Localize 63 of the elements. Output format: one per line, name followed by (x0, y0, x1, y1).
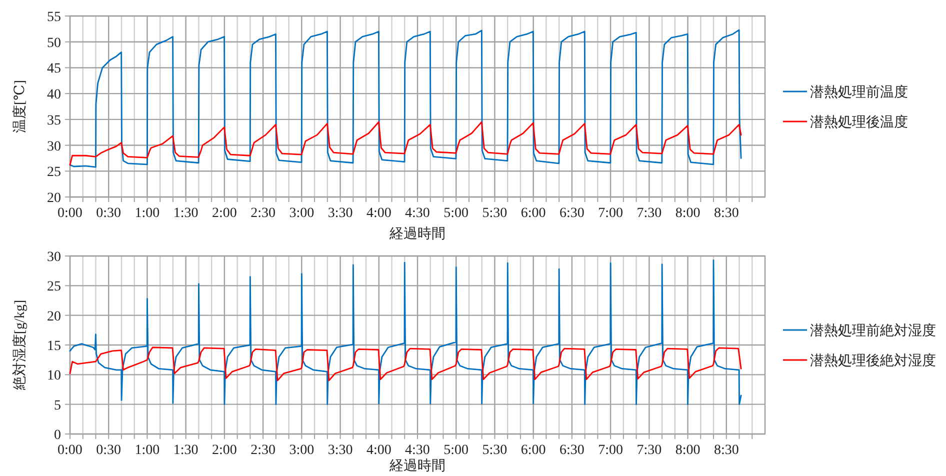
x-tick-label: 4:00 (366, 443, 392, 458)
x-tick-label: 1:00 (134, 206, 160, 221)
y-tick-label: 45 (47, 62, 61, 77)
y-tick-label: 10 (47, 368, 61, 384)
x-tick-label: 1:30 (173, 443, 198, 458)
legend-label: 潜熱処理後絶対湿度 (810, 353, 936, 369)
line-series (69, 346, 742, 382)
x-tick-label: 6:00 (520, 206, 546, 221)
y-tick-label: 40 (47, 88, 61, 103)
x-tick-label: 2:00 (212, 206, 237, 221)
x-tick-label: 8:30 (714, 443, 739, 458)
x-tick-label: 0:30 (96, 206, 122, 221)
x-tick-label: 2:30 (250, 206, 276, 221)
x-tick-label: 5:30 (482, 443, 508, 458)
x-tick-label: 3:00 (289, 443, 314, 458)
legend-label: 潜熱処理後温度 (810, 114, 908, 130)
x-tick-label: 1:00 (134, 443, 160, 458)
x-tick-label: 6:30 (560, 443, 584, 458)
y-tick-label: 25 (47, 165, 61, 180)
y-tick-label: 25 (47, 280, 61, 295)
y-axis-title: 温度[℃] (12, 80, 28, 133)
x-tick-label: 0:00 (58, 443, 82, 458)
x-tick-label: 4:30 (405, 443, 430, 458)
x-tick-label: 0:00 (58, 206, 82, 221)
x-tick-label: 8:00 (675, 443, 700, 458)
x-tick-label: 7:00 (598, 443, 623, 458)
x-tick-label: 2:00 (212, 443, 237, 458)
y-tick-label: 20 (47, 191, 61, 206)
y-tick-label: 30 (47, 250, 61, 265)
y-axis-title: 絶対湿度[g/kg] (12, 300, 28, 392)
x-tick-label: 3:30 (328, 206, 353, 221)
x-tick-label: 5:30 (482, 206, 508, 221)
y-tick-label: 50 (47, 36, 61, 51)
y-tick-label: 5 (54, 398, 61, 414)
x-axis-title: 経過時間 (388, 226, 446, 242)
x-tick-label: 0:30 (96, 443, 122, 458)
x-tick-label: 8:30 (714, 206, 739, 221)
y-tick-label: 20 (47, 309, 61, 324)
x-tick-label: 7:30 (636, 443, 662, 458)
x-tick-label: 7:00 (598, 206, 623, 221)
line-series (69, 29, 742, 168)
x-tick-label: 4:30 (405, 206, 430, 221)
x-tick-label: 6:00 (520, 443, 546, 458)
x-tick-label: 5:00 (444, 206, 469, 221)
y-tick-label: 15 (47, 339, 61, 354)
x-tick-label: 5:00 (444, 443, 469, 458)
x-tick-label: 8:00 (675, 206, 700, 221)
x-axis-title: 経過時間 (388, 458, 446, 474)
x-tick-label: 7:30 (636, 206, 662, 221)
x-tick-label: 4:00 (366, 206, 392, 221)
y-tick-label: 35 (47, 113, 61, 128)
legend-label: 潜熱処理前絶対湿度 (810, 323, 936, 339)
y-tick-label: 30 (47, 139, 61, 154)
y-tick-label: 55 (47, 10, 61, 25)
x-tick-label: 6:30 (560, 206, 584, 221)
line-series (69, 121, 742, 166)
x-tick-label: 3:00 (289, 206, 314, 221)
legend-label: 潜熱処理前温度 (810, 84, 908, 100)
line-series (69, 259, 742, 406)
x-tick-label: 3:30 (328, 443, 353, 458)
y-tick-label: 0 (54, 428, 61, 443)
x-tick-label: 2:30 (250, 443, 276, 458)
x-tick-label: 1:30 (173, 206, 198, 221)
